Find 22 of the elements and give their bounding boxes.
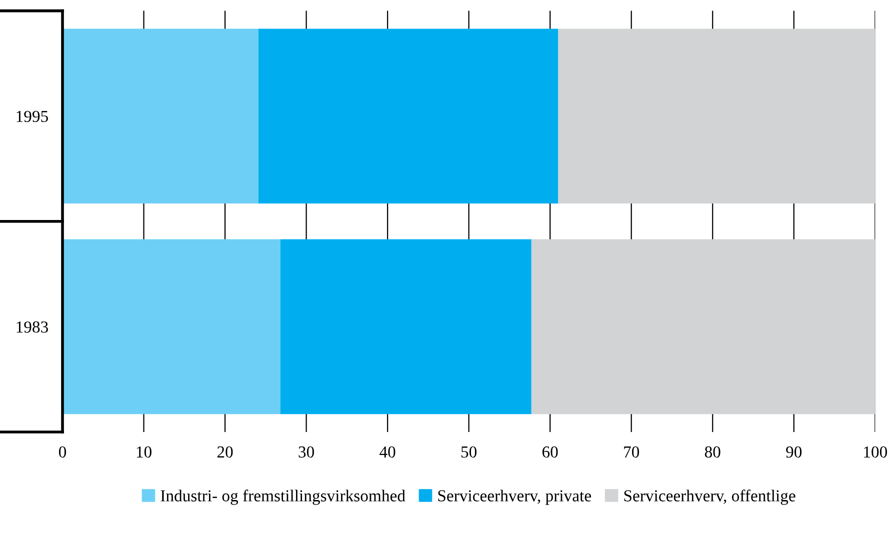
x-tick-label: 90 (786, 446, 802, 458)
bar (280, 239, 532, 414)
x-tick-label: 100 (864, 446, 888, 458)
x-tick-label: 50 (461, 446, 477, 458)
bar (258, 28, 558, 204)
bar (62, 28, 258, 204)
legend-label: Serviceerhverv, private (438, 490, 591, 505)
x-tick-label: 40 (380, 446, 396, 458)
x-tick-label: 30 (298, 446, 314, 458)
bar (531, 239, 876, 414)
x-tick-label: 70 (624, 446, 640, 458)
x-tick-label: 0 (58, 446, 66, 458)
legend-label: Serviceerhverv, offentlige (624, 490, 796, 505)
x-tick-label: 10 (136, 446, 152, 458)
bar (62, 239, 280, 414)
y-tick-label: 1983 (16, 321, 48, 333)
x-tick-label: 20 (217, 446, 233, 458)
x-tick-label: 60 (542, 446, 558, 458)
y-tick-label: 1995 (16, 110, 48, 122)
legend-label: Industri- og fremstillingsvirksomhed (160, 490, 406, 505)
bar (558, 28, 876, 204)
x-tick-label: 80 (704, 446, 720, 458)
